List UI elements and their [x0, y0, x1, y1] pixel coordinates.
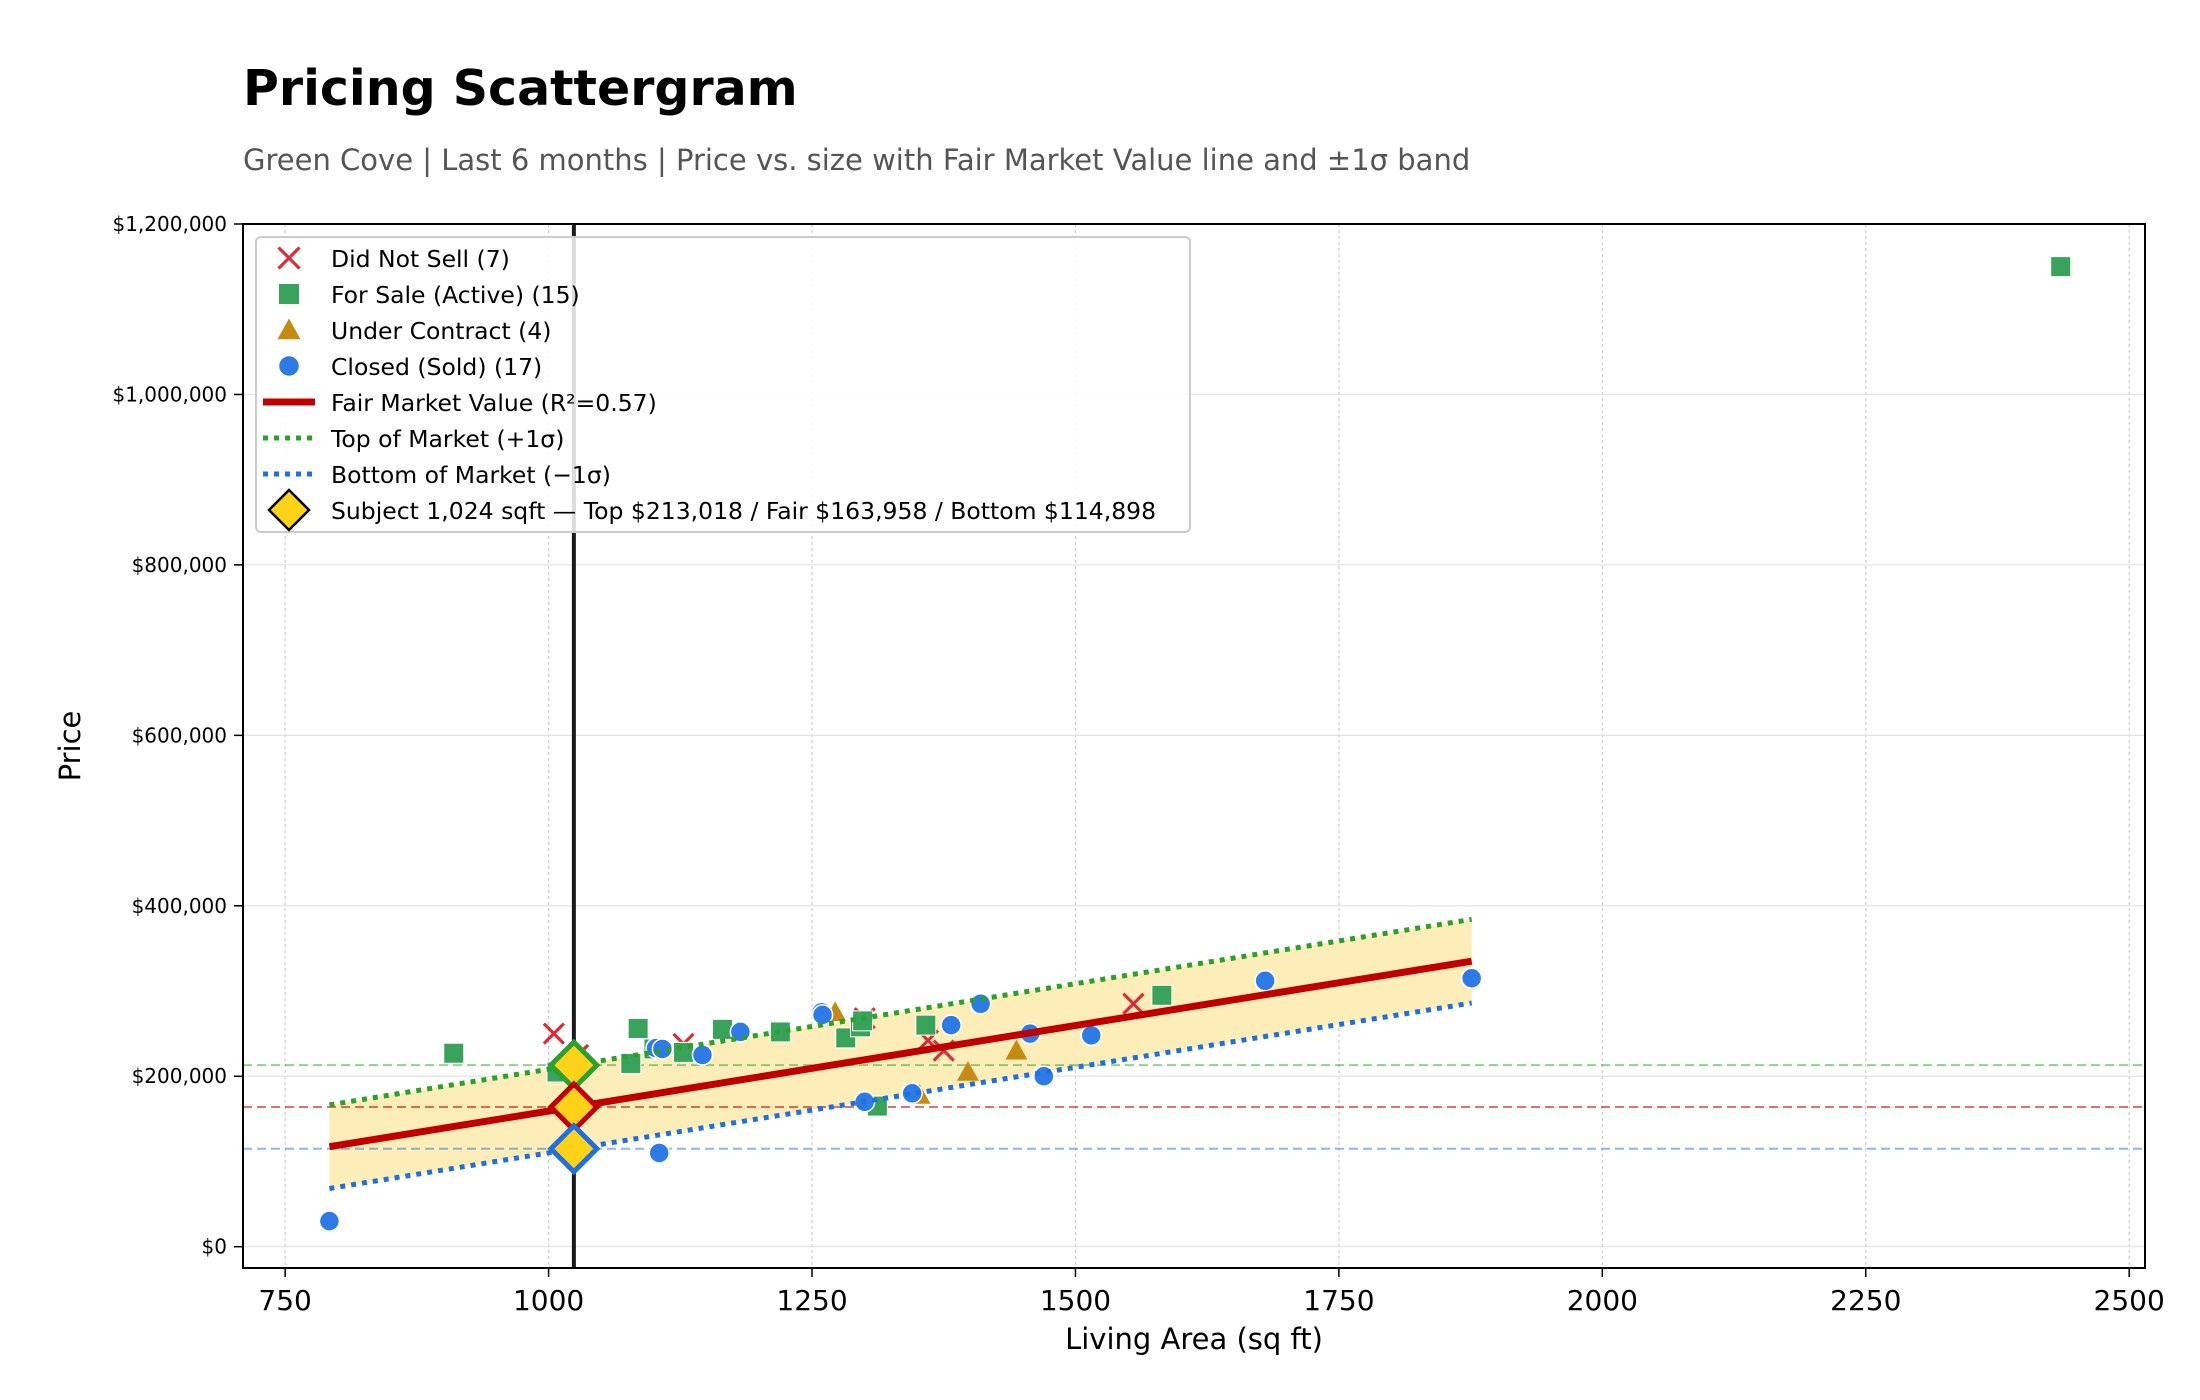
data-point-square [2050, 256, 2072, 278]
x-tick-label: 1750 [1303, 1284, 1374, 1317]
data-point-circle [691, 1044, 714, 1066]
legend-box [255, 236, 1191, 533]
data-point-circle [1254, 970, 1276, 992]
data-point-square [915, 1014, 937, 1036]
legend-label: Under Contract (4) [331, 317, 551, 345]
data-point-triangle [1005, 1039, 1028, 1060]
x-stroke [1122, 992, 1145, 1015]
x-stroke [542, 1022, 565, 1045]
y-axis-label: Price [53, 711, 87, 782]
x-tick-label: 1000 [513, 1284, 584, 1317]
data-point-square [1151, 984, 1173, 1006]
legend-label: Subject 1,024 sqft — Top $213,018 / Fair… [331, 497, 1156, 525]
x-tick-label: 1250 [776, 1284, 847, 1317]
data-point-circle [1033, 1065, 1055, 1087]
x-tick-label: 750 [258, 1284, 311, 1317]
axes: 750 1000 1250 1500 1750 2000 2250 2500 $0 $200,00… [112, 212, 2164, 1317]
data-point-x [1122, 992, 1145, 1015]
plot-area [243, 224, 2145, 1268]
y-tick-label: $800,000 [132, 553, 227, 577]
legend-label: Bottom of Market (−1σ) [331, 461, 611, 489]
legend-label: Top of Market (+1σ) [330, 425, 564, 453]
legend-label: Fair Market Value (R²=0.57) [331, 389, 657, 417]
data-point-square [711, 1018, 733, 1040]
y-tick-label: $600,000 [132, 723, 227, 747]
chart-title: Pricing Scattergram [243, 60, 798, 117]
data-point-circle [648, 1142, 670, 1164]
data-point-circle [1080, 1024, 1103, 1047]
data-point-x [542, 1022, 565, 1045]
legend-marker-x [277, 246, 301, 270]
y-tick-label: $1,200,000 [112, 212, 227, 236]
y-tick-label: $400,000 [132, 894, 227, 918]
data-point-circle [318, 1210, 341, 1232]
x-tick-label: 2250 [1830, 1284, 1901, 1317]
y-tick-label: $200,000 [132, 1064, 227, 1088]
data-point-circle [1460, 967, 1483, 989]
x-axis-label: Living Area (sq ft) [1065, 1322, 1323, 1356]
x-tick-label: 1500 [1040, 1284, 1111, 1317]
x-tick-label: 2500 [2094, 1284, 2165, 1317]
y-tick-label: $0 [202, 1235, 227, 1259]
legend-label: Did Not Sell (7) [331, 245, 510, 273]
data-point-circle [940, 1014, 962, 1036]
legend-label: For Sale (Active) (15) [331, 281, 580, 309]
fair-market-value-line [328, 957, 1473, 1151]
chart-subtitle: Green Cove | Last 6 months | Price vs. s… [243, 143, 1471, 177]
legend-label: Closed (Sold) (17) [331, 353, 542, 381]
y-tick-label: $1,000,000 [112, 382, 227, 406]
legend-marker-circle [277, 354, 301, 378]
data-point-square [443, 1042, 465, 1064]
legend-marker-triangle [277, 318, 301, 340]
x-stroke [277, 246, 301, 270]
data-point-triangle [956, 1060, 979, 1081]
x-tick-label: 2000 [1567, 1284, 1638, 1317]
legend: Did Not Sell (7) For Sale (Active) (15) Un… [255, 236, 1191, 533]
data-point-circle [901, 1082, 923, 1105]
legend-marker-square [278, 283, 300, 305]
legend-diamond [267, 488, 311, 532]
plot-frame [242, 223, 2146, 1269]
data-point-square [627, 1018, 649, 1040]
subject-bottom-diamond [547, 1122, 601, 1176]
